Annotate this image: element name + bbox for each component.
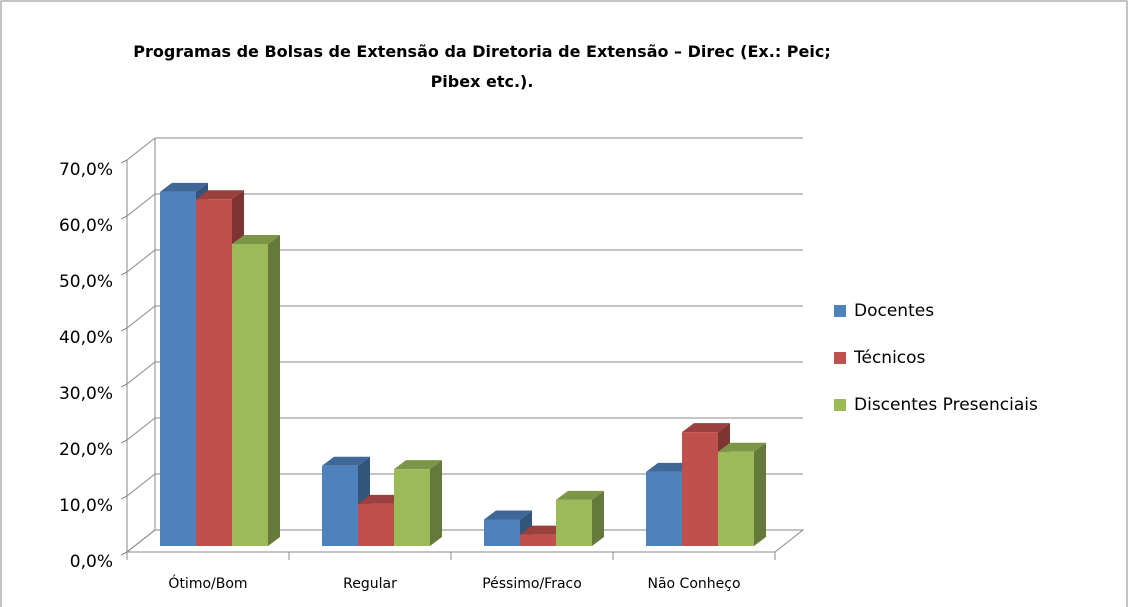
y-tick-label: 30,0% xyxy=(59,384,113,404)
x-tick-label: Ótimo/Bom xyxy=(168,574,247,592)
y-tick-label: 20,0% xyxy=(59,440,113,460)
legend-label: Discentes Presenciais xyxy=(854,395,1038,415)
tick-mark xyxy=(120,495,128,500)
tick-mark xyxy=(120,215,128,220)
bar-face xyxy=(160,182,208,192)
bar-face xyxy=(394,469,430,546)
legend-swatch xyxy=(834,305,846,317)
grid-line xyxy=(126,137,156,161)
tick-mark xyxy=(120,439,128,444)
y-tick-label: 70,0% xyxy=(59,160,113,180)
bar-face xyxy=(322,465,358,546)
x-tick-label: Péssimo/Fraco xyxy=(482,576,582,592)
bar-face xyxy=(556,499,592,546)
y-tick-label: 40,0% xyxy=(59,328,113,348)
bar-face xyxy=(646,471,682,546)
bar-face xyxy=(682,432,718,546)
y-tick-label: 60,0% xyxy=(59,216,113,236)
x-tick-label: Regular xyxy=(343,576,397,592)
tick-mark xyxy=(120,383,128,388)
bar-face xyxy=(592,490,604,546)
grid-line xyxy=(126,473,156,497)
bar-face xyxy=(484,519,520,546)
bar-face xyxy=(322,456,370,466)
bar-face xyxy=(394,460,442,470)
legend-swatch xyxy=(834,352,846,364)
legend-swatch xyxy=(834,399,846,411)
bar-face xyxy=(484,510,532,520)
bar-face xyxy=(358,503,394,546)
y-tick-label: 50,0% xyxy=(59,272,113,292)
bar-face xyxy=(682,423,730,433)
tick-mark xyxy=(120,551,128,556)
bar-face xyxy=(520,534,556,546)
bar xyxy=(394,460,442,546)
bar-face xyxy=(268,235,280,546)
bar-face xyxy=(196,190,244,200)
tick-mark xyxy=(120,159,128,164)
bar xyxy=(718,442,766,546)
grid-line xyxy=(126,361,156,385)
bar-face xyxy=(718,451,754,546)
grid-line xyxy=(126,417,156,441)
legend-label: Técnicos xyxy=(853,348,926,368)
grid-line xyxy=(126,529,156,553)
bar-face xyxy=(430,460,442,546)
bar xyxy=(556,490,604,546)
grid-line xyxy=(126,305,156,329)
bar-face xyxy=(232,244,268,546)
x-tick-label: Não Conheço xyxy=(647,576,740,592)
legend-label: Docentes xyxy=(854,301,934,321)
bar-face xyxy=(160,191,196,547)
y-tick-label: 10,0% xyxy=(59,496,113,516)
tick-mark xyxy=(120,327,128,332)
bar-face xyxy=(754,442,766,546)
bar-face xyxy=(718,442,766,452)
bar-face xyxy=(556,490,604,500)
grid-line xyxy=(126,193,156,217)
bar xyxy=(232,235,280,546)
bar-face xyxy=(196,199,232,546)
y-tick-label: 0,0% xyxy=(70,552,113,572)
grid-line xyxy=(126,249,156,273)
tick-mark xyxy=(120,271,128,276)
chart-title: Programas de Bolsas de Extensão da Diret… xyxy=(133,42,830,91)
bar-face xyxy=(232,235,280,244)
